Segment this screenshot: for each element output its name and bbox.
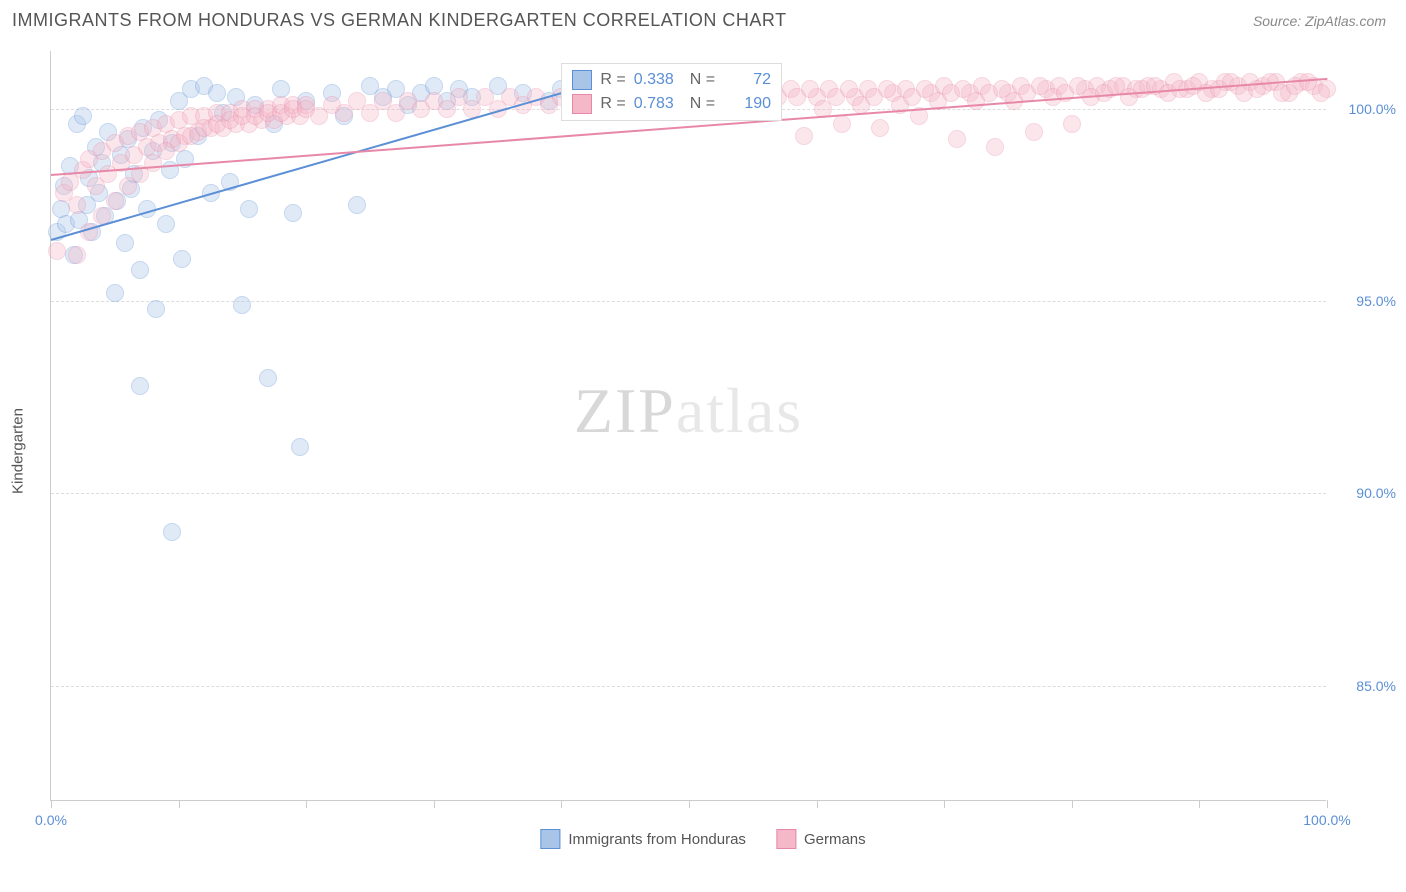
- xtick: [817, 800, 818, 808]
- stats-swatch: [572, 94, 592, 114]
- xtick: [1072, 800, 1073, 808]
- xtick: [944, 800, 945, 808]
- legend-item: Immigrants from Honduras: [540, 829, 746, 849]
- watermark: ZIPatlas: [574, 374, 803, 448]
- gridline-h: [51, 493, 1326, 494]
- legend-label: Germans: [804, 831, 866, 848]
- scatter-point-germans: [833, 115, 851, 133]
- legend-swatch: [776, 829, 796, 849]
- stats-r-value: 0.338: [634, 71, 682, 89]
- xtick: [1199, 800, 1200, 808]
- stats-row: R = 0.338 N = 72: [572, 68, 771, 92]
- plot-area: ZIPatlas 85.0%90.0%95.0%100.0%0.0%100.0%…: [50, 51, 1326, 801]
- scatter-point-honduras: [208, 84, 226, 102]
- stats-r-label: R =: [600, 71, 625, 89]
- scatter-point-honduras: [291, 438, 309, 456]
- scatter-point-germans: [801, 80, 819, 98]
- scatter-point-germans: [840, 80, 858, 98]
- xtick-label: 0.0%: [35, 812, 67, 828]
- xtick: [434, 800, 435, 808]
- scatter-point-germans: [68, 246, 86, 264]
- scatter-point-germans: [948, 130, 966, 148]
- xtick: [51, 800, 52, 808]
- scatter-point-honduras: [106, 284, 124, 302]
- scatter-point-honduras: [147, 300, 165, 318]
- scatter-point-germans: [1063, 115, 1081, 133]
- scatter-point-honduras: [116, 234, 134, 252]
- legend-item: Germans: [776, 829, 866, 849]
- scatter-point-germans: [68, 196, 86, 214]
- scatter-point-germans: [986, 138, 1004, 156]
- ytick-label: 90.0%: [1336, 485, 1396, 501]
- watermark-suffix: atlas: [676, 375, 803, 446]
- scatter-point-germans: [48, 242, 66, 260]
- scatter-point-honduras: [348, 196, 366, 214]
- stats-box: R = 0.338 N = 72 R = 0.783 N = 190: [561, 63, 782, 121]
- stats-n-value: 72: [723, 71, 771, 89]
- scatter-point-honduras: [131, 261, 149, 279]
- stats-row: R = 0.783 N = 190: [572, 92, 771, 116]
- stats-n-label: N =: [690, 71, 715, 89]
- legend: Immigrants from Honduras Germans: [540, 829, 865, 849]
- xtick: [179, 800, 180, 808]
- scatter-point-germans: [1025, 123, 1043, 141]
- ytick-label: 100.0%: [1336, 101, 1396, 117]
- scatter-point-germans: [106, 192, 124, 210]
- ytick-label: 95.0%: [1336, 293, 1396, 309]
- xtick: [1327, 800, 1328, 808]
- scatter-point-germans: [1312, 84, 1330, 102]
- stats-r-label: R =: [600, 95, 625, 113]
- scatter-point-honduras: [131, 377, 149, 395]
- xtick-label: 100.0%: [1303, 812, 1350, 828]
- scatter-point-germans: [795, 127, 813, 145]
- scatter-point-honduras: [157, 215, 175, 233]
- stats-r-value: 0.783: [634, 95, 682, 113]
- scatter-point-honduras: [259, 369, 277, 387]
- scatter-point-germans: [297, 100, 315, 118]
- watermark-prefix: ZIP: [574, 375, 676, 446]
- scatter-point-germans: [871, 119, 889, 137]
- stats-n-value: 190: [723, 95, 771, 113]
- scatter-point-honduras: [163, 523, 181, 541]
- scatter-point-honduras: [173, 250, 191, 268]
- ytick-label: 85.0%: [1336, 678, 1396, 694]
- stats-swatch: [572, 70, 592, 90]
- scatter-point-honduras: [240, 200, 258, 218]
- legend-swatch: [540, 829, 560, 849]
- xtick: [306, 800, 307, 808]
- chart-title: IMMIGRANTS FROM HONDURAS VS GERMAN KINDE…: [12, 10, 787, 31]
- scatter-point-honduras: [284, 204, 302, 222]
- scatter-point-honduras: [74, 107, 92, 125]
- chart-container: Kindergarten ZIPatlas 85.0%90.0%95.0%100…: [0, 41, 1406, 861]
- scatter-point-honduras: [233, 296, 251, 314]
- xtick: [561, 800, 562, 808]
- chart-header: IMMIGRANTS FROM HONDURAS VS GERMAN KINDE…: [0, 0, 1406, 41]
- legend-label: Immigrants from Honduras: [568, 831, 746, 848]
- chart-source: Source: ZipAtlas.com: [1253, 13, 1386, 29]
- y-axis-label: Kindergarten: [10, 408, 27, 494]
- gridline-h: [51, 686, 1326, 687]
- xtick: [689, 800, 690, 808]
- scatter-point-germans: [878, 80, 896, 98]
- stats-n-label: N =: [690, 95, 715, 113]
